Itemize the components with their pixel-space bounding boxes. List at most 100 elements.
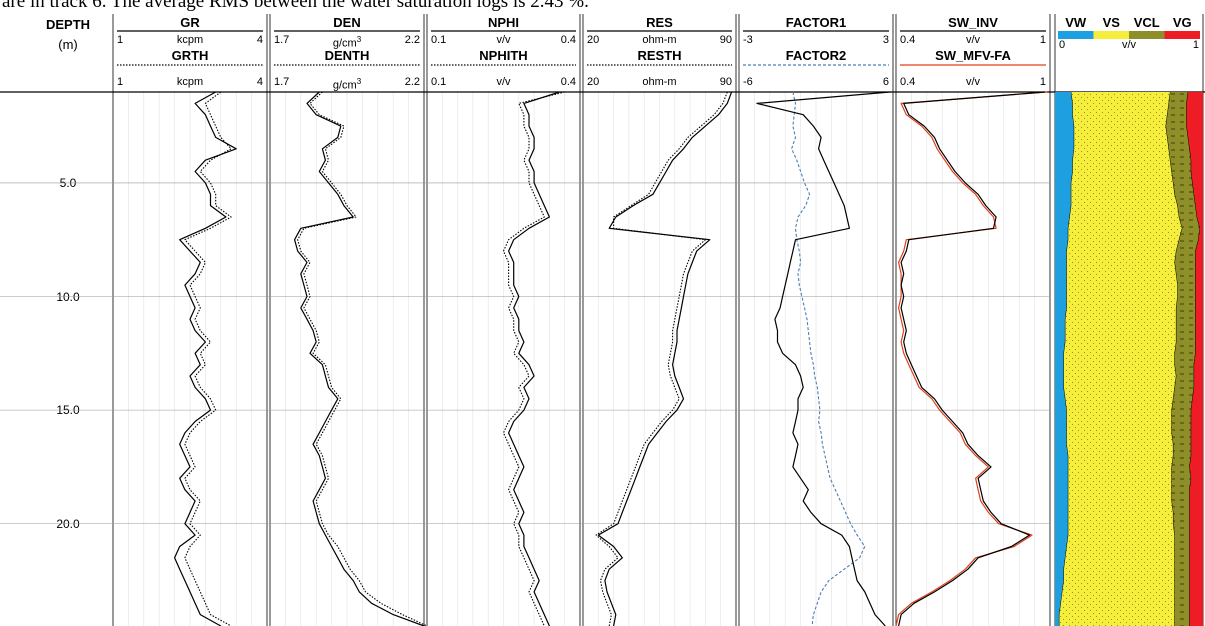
unit-text: v/v — [496, 34, 511, 46]
scale-unit: v/v — [1055, 39, 1203, 51]
track-3-curve1-scale: 0.1 v/v 0.4 — [427, 34, 580, 46]
track-4-curve1-scale: 20 ohm-m 90 — [583, 34, 736, 46]
scale-max: 6 — [882, 76, 889, 88]
scale-max: 1 — [1192, 39, 1199, 51]
curve-nphith — [502, 91, 565, 626]
scale-min: -6 — [743, 76, 753, 88]
scale-max: 4 — [256, 76, 263, 88]
curve-grth — [184, 91, 232, 626]
scale-max: 4 — [256, 34, 263, 46]
scale-unit: g/cm3 — [270, 76, 424, 92]
track-1-curve2-name: GRTH — [171, 48, 209, 63]
scale-min: 1 — [117, 34, 124, 46]
area-vw — [1055, 92, 1075, 626]
scale-unit: ohm-m — [583, 76, 736, 88]
scale-unit: v/v — [427, 34, 580, 46]
unit-text: v/v — [965, 34, 981, 46]
scale-max: 1 — [1039, 76, 1046, 88]
unit-text: ohm-m — [642, 34, 677, 46]
track-4-curve2-name: RESTH — [637, 48, 682, 63]
unit-text: kcpm — [176, 34, 204, 46]
legend-vw: VW — [1065, 15, 1087, 30]
scale-unit: v/v — [896, 76, 1050, 88]
area-vs — [1059, 92, 1183, 626]
scale-min: 1.7 — [274, 34, 290, 46]
scale-min: 0.1 — [431, 76, 447, 88]
track-3-curve1-name: NPHI — [487, 15, 520, 30]
scale-max: 90 — [719, 34, 732, 46]
scale-max: 2.2 — [404, 34, 420, 46]
unit-text: g/cm — [332, 79, 357, 92]
legend-vs: VS — [1102, 15, 1120, 30]
unit-text: v/v — [496, 76, 511, 88]
legend-vg: VG — [1172, 15, 1192, 30]
track-5-curve2-name: FACTOR2 — [785, 48, 847, 63]
track-6-curve1-name: SW_INV — [948, 15, 998, 30]
curve-resth — [595, 91, 728, 626]
track-5-curve2-scale: -6 6 — [739, 76, 893, 88]
unit-text: v/v — [965, 76, 981, 88]
scale-min: 0.1 — [431, 34, 447, 46]
track-3-curve2-name: NPHITH — [479, 48, 528, 63]
track-1-curve1-name: GR — [180, 15, 200, 30]
scale-unit: v/v — [896, 34, 1050, 46]
curve-sw_mfv-fa — [895, 91, 1048, 626]
unit-superscript: 3 — [356, 77, 362, 86]
track-3-curve2-scale: 0.1 v/v 0.4 — [427, 76, 580, 88]
track-6-curve1-scale: 0.4 v/v 1 — [896, 34, 1050, 46]
unit-text: kcpm — [176, 76, 204, 88]
unit-text: g/cm — [332, 37, 357, 50]
legend-swatch-vw — [1058, 31, 1094, 39]
curve-nphi — [508, 91, 560, 626]
curve-sw_inv — [898, 91, 1045, 626]
scale-min: 0.4 — [900, 34, 916, 46]
figure-caption: are in track 6. The average RMS between … — [2, 0, 589, 12]
track-4-curve1-name: RES — [646, 15, 673, 30]
depth-track-unit: (m) — [58, 37, 78, 52]
scale-max: 2.2 — [404, 76, 420, 88]
track-5-curve1-name: FACTOR1 — [785, 15, 847, 30]
scale-min: 1.7 — [274, 76, 290, 88]
curve-res — [597, 91, 733, 626]
track-1-curve1-scale: 1 kcpm 4 — [113, 34, 267, 46]
track-2-curve2-scale: 1.7 g/cm3 2.2 — [270, 76, 424, 92]
scale-min: 20 — [587, 34, 600, 46]
curve-denth — [297, 91, 428, 626]
scale-min: 1 — [117, 76, 124, 88]
scale-max: 1 — [1039, 34, 1046, 46]
scale-unit: v/v — [427, 76, 580, 88]
curve-factor1 — [756, 91, 891, 626]
legend-swatch-vg — [1164, 31, 1200, 39]
legend-swatch-vs — [1093, 31, 1129, 39]
scale-max: 0.4 — [560, 76, 576, 88]
legend-swatch-vcl — [1129, 31, 1165, 39]
track-4-curve2-scale: 20 ohm-m 90 — [583, 76, 736, 88]
scale-unit: kcpm — [113, 34, 267, 46]
curve-den — [294, 91, 425, 626]
track-6-curve2-scale: 0.4 v/v 1 — [896, 76, 1050, 88]
track-7-scale: 0 v/v 1 — [1055, 39, 1203, 51]
curve-factor2 — [791, 91, 866, 626]
scale-max: 0.4 — [560, 34, 576, 46]
track-1-curve2-scale: 1 kcpm 4 — [113, 76, 267, 88]
scale-unit: ohm-m — [583, 34, 736, 46]
legend-vcl: VCL — [1133, 15, 1160, 30]
scale-min: -3 — [743, 34, 753, 46]
scale-max: 3 — [882, 34, 889, 46]
track-2-curve1-scale: 1.7 g/cm3 2.2 — [270, 34, 424, 50]
scale-min: 0 — [1059, 39, 1066, 51]
track-6-curve2-name: SW_MFV-FA — [935, 48, 1011, 63]
unit-superscript: 3 — [356, 35, 362, 44]
scale-unit: g/cm3 — [270, 34, 424, 50]
unit-text: v/v — [1121, 39, 1137, 51]
depth-track-title: DEPTH — [45, 17, 91, 32]
scale-min: 20 — [587, 76, 600, 88]
track-5-curve1-scale: -3 3 — [739, 34, 893, 46]
unit-text: ohm-m — [642, 76, 677, 88]
scale-min: 0.4 — [900, 76, 916, 88]
track-2-curve1-name: DEN — [333, 15, 361, 30]
scale-unit: kcpm — [113, 76, 267, 88]
track-2-curve2-name: DENTH — [324, 48, 370, 63]
